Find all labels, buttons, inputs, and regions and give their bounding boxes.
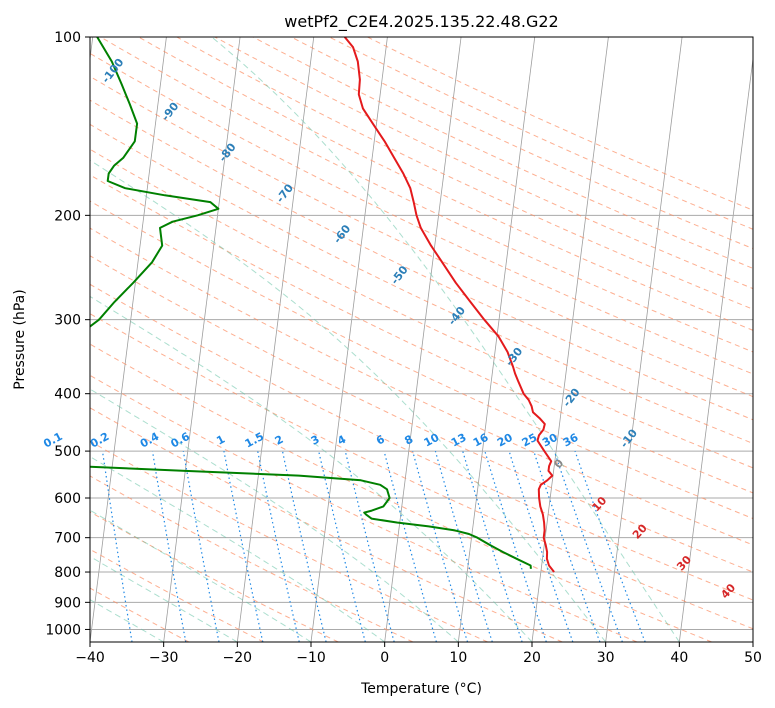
dewpoint-profile-line bbox=[90, 37, 532, 569]
moist-adiabat-line bbox=[90, 456, 385, 642]
dry-adiabat-line bbox=[176, 37, 753, 310]
x-tick-label: −30 bbox=[149, 650, 179, 666]
x-tick-label: −40 bbox=[75, 650, 105, 666]
temperature-profile-line bbox=[343, 37, 555, 573]
plot-frame bbox=[89, 36, 754, 643]
plot-area bbox=[90, 37, 753, 642]
moist-adiabat-line bbox=[90, 295, 533, 642]
dry-adiabat-line bbox=[100, 37, 753, 353]
moist-adiabat-line bbox=[90, 159, 607, 642]
dry-adiabat-line bbox=[290, 37, 753, 250]
mixing-ratio-line bbox=[574, 450, 646, 642]
x-tick-label: 30 bbox=[597, 650, 615, 666]
y-tick-label: 100 bbox=[54, 30, 81, 46]
isotherm-line bbox=[236, 37, 315, 642]
mixing-ratio-label: 10 bbox=[422, 431, 442, 450]
isotherm-line bbox=[90, 37, 167, 642]
x-tick-label: 50 bbox=[744, 650, 762, 666]
isotherm-line bbox=[678, 55, 753, 642]
grid-layer bbox=[90, 37, 753, 642]
dry-adiabat-line bbox=[90, 52, 753, 375]
dry-adiabat-line bbox=[367, 37, 753, 211]
dry-adiabat-line bbox=[90, 255, 753, 573]
y-tick-label: 900 bbox=[54, 595, 81, 611]
mixing-ratio-label: 36 bbox=[561, 431, 581, 450]
moist-adiabat-line bbox=[90, 555, 238, 642]
isotherm-line bbox=[605, 37, 683, 642]
y-tick-label: 1000 bbox=[45, 622, 81, 638]
dry-adiabat-line bbox=[90, 200, 753, 520]
mixing-ratio-line bbox=[434, 450, 493, 642]
mixing-ratio-line bbox=[383, 450, 437, 642]
axis-layer: −40 −30 −20 −10 0 10 20 30 40 50 100 200 300 400 500 60… bbox=[45, 30, 762, 666]
moist-adiabat-line bbox=[90, 388, 459, 642]
x-axis-label: Temperature (°C) bbox=[360, 681, 482, 697]
dry-adiabat-line bbox=[90, 283, 753, 601]
dry-adiabat-line bbox=[90, 313, 753, 630]
dry-adiabat-line bbox=[90, 227, 753, 546]
y-tick-label: 400 bbox=[54, 387, 81, 403]
y-tick-label: 300 bbox=[54, 313, 81, 329]
dry-adiabat-line bbox=[138, 37, 753, 331]
x-tick-label: 40 bbox=[670, 650, 688, 666]
dry-adiabat-line bbox=[90, 75, 753, 398]
dry-adiabat-line bbox=[90, 511, 339, 642]
mixing-ratio-line bbox=[462, 450, 523, 642]
dry-adiabat-line bbox=[90, 123, 753, 445]
isotherm-line bbox=[384, 37, 462, 642]
mixing-ratio-label: 13 bbox=[449, 431, 469, 450]
dry-adiabat-line bbox=[90, 440, 488, 642]
mixing-ratio-line bbox=[151, 451, 187, 642]
dry-adiabat-line bbox=[90, 343, 712, 642]
isotherm-line bbox=[163, 37, 241, 642]
y-tick-label: 700 bbox=[54, 531, 81, 547]
y-tick-label: 500 bbox=[54, 444, 81, 460]
y-axis-label: Pressure (hPa) bbox=[12, 289, 28, 389]
moist-adiabat-line bbox=[90, 509, 312, 642]
dry-adiabat-line bbox=[252, 37, 753, 269]
data-layer bbox=[90, 37, 555, 573]
x-tick-label: −10 bbox=[296, 650, 326, 666]
moist-adiabat-line bbox=[211, 37, 680, 642]
mixing-ratio-label: 20 bbox=[495, 431, 515, 450]
mixing-ratio-line bbox=[101, 451, 133, 642]
mixing-ratio-line bbox=[484, 450, 547, 642]
y-tick-label: 800 bbox=[54, 565, 81, 581]
chart-title: wetPf2_C2E4.2025.135.22.48.G22 bbox=[284, 12, 558, 32]
mixing-ratio-label: 25 bbox=[520, 431, 540, 450]
x-tick-label: 20 bbox=[523, 650, 541, 666]
y-tick-label: 200 bbox=[54, 208, 81, 224]
x-tick-label: −20 bbox=[223, 650, 253, 666]
x-tick-label: 10 bbox=[449, 650, 467, 666]
y-tick-label: 600 bbox=[54, 491, 81, 507]
mixing-ratio-line bbox=[412, 450, 469, 642]
mixing-ratio-label: 30 bbox=[540, 431, 560, 450]
mixing-ratio-label: 16 bbox=[471, 431, 491, 450]
dry-adiabat-line bbox=[90, 99, 753, 421]
x-tick-label: 0 bbox=[380, 650, 389, 666]
moist-adiabat-line bbox=[90, 599, 164, 642]
isotherm-line bbox=[457, 37, 536, 642]
dry-adiabat-line bbox=[90, 475, 414, 642]
